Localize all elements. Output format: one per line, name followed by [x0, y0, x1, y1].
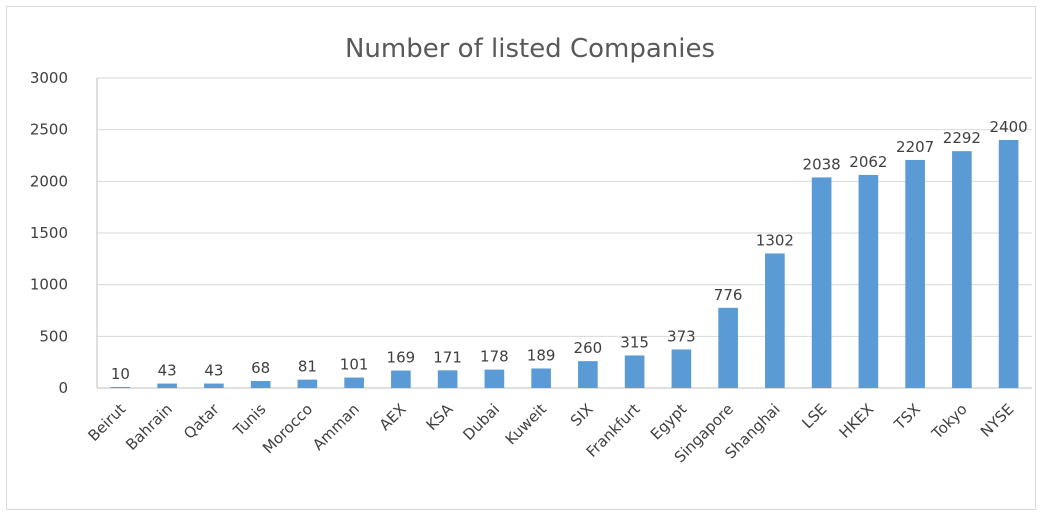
data-label-lse: 2038 — [803, 155, 841, 173]
bar-tokyo — [952, 151, 972, 388]
y-tick-label: 2500 — [30, 121, 68, 139]
data-label-nyse: 2400 — [990, 118, 1028, 136]
bar-singapore — [718, 307, 738, 388]
y-tick-label: 1000 — [30, 276, 68, 294]
bar-frankfurt — [624, 355, 645, 388]
bar-tsx — [905, 159, 925, 388]
x-tick-label: NYSE — [977, 400, 1018, 441]
x-tick-label: Amman — [309, 400, 363, 454]
bar-tunis — [250, 380, 271, 388]
chart-title: Number of listed Companies — [345, 34, 715, 64]
bar-aex — [391, 370, 411, 388]
bar-shanghai — [765, 253, 785, 388]
y-tick-label: 1500 — [30, 224, 68, 242]
x-tick-label: SIX — [567, 400, 597, 430]
bar-six — [578, 361, 598, 388]
data-label-shanghai: 1302 — [756, 231, 794, 249]
x-tick-label: Dubai — [459, 400, 503, 444]
x-tick-label: Qatar — [180, 400, 223, 443]
x-tick-label: AEX — [376, 400, 410, 434]
bar-egypt — [671, 349, 692, 388]
data-label-morocco: 81 — [298, 358, 317, 376]
y-tick-label: 500 — [39, 327, 68, 345]
bar-beirut — [110, 386, 131, 388]
y-tick-label: 2000 — [30, 172, 68, 190]
data-label-qatar: 43 — [204, 362, 223, 380]
data-label-six: 260 — [574, 339, 603, 357]
bar-amman — [344, 377, 364, 388]
y-axis-ticks: 0 500 1000 1500 2000 2500 3000 — [30, 69, 68, 397]
y-tick-label: 0 — [58, 379, 68, 397]
data-label-bahrain: 43 — [158, 362, 177, 380]
x-tick-label: Beirut — [84, 400, 129, 445]
bar-ksa — [437, 370, 458, 388]
data-label-egypt: 373 — [667, 327, 696, 345]
data-label-dubai: 178 — [480, 348, 509, 366]
data-label-amman: 101 — [340, 356, 369, 374]
data-label-singapore: 776 — [714, 286, 743, 304]
gridlines — [96, 77, 1032, 389]
data-label-kuweit: 189 — [527, 346, 556, 364]
x-tick-label: Morocco — [259, 400, 316, 457]
data-labels: 10 43 43 68 81 101 169 171 178 189 260 315 373 776 130… — [111, 118, 1028, 383]
x-tick-label: Kuweit — [502, 400, 550, 448]
x-tick-label: Tokyo — [928, 400, 971, 443]
bar-morocco — [297, 379, 318, 388]
y-tick-label: 3000 — [30, 69, 68, 87]
data-label-tokyo: 2292 — [943, 129, 981, 147]
x-tick-label: HKEX — [836, 400, 878, 442]
bars — [110, 140, 1019, 388]
data-label-tunis: 68 — [251, 359, 270, 377]
bar-lse — [811, 177, 832, 388]
data-label-hkex: 2062 — [849, 153, 887, 171]
data-label-aex: 169 — [387, 349, 416, 367]
x-tick-label: Egypt — [647, 400, 690, 443]
data-label-beirut: 10 — [111, 365, 130, 383]
bar-hkex — [858, 174, 879, 388]
data-label-ksa: 171 — [433, 348, 462, 366]
bar-bahrain — [157, 383, 177, 388]
bar-dubai — [484, 369, 505, 388]
x-tick-label: LSE — [798, 400, 830, 432]
x-tick-label: TSX — [890, 400, 924, 434]
data-label-frankfurt: 315 — [620, 333, 649, 351]
x-tick-label: Bahrain — [122, 400, 176, 454]
bar-qatar — [204, 383, 224, 388]
bar-nyse — [998, 140, 1019, 388]
bar-kuweit — [531, 368, 551, 388]
x-tick-label: Tunis — [229, 400, 269, 440]
data-label-tsx: 2207 — [896, 138, 934, 156]
x-tick-label: KSA — [423, 400, 457, 434]
